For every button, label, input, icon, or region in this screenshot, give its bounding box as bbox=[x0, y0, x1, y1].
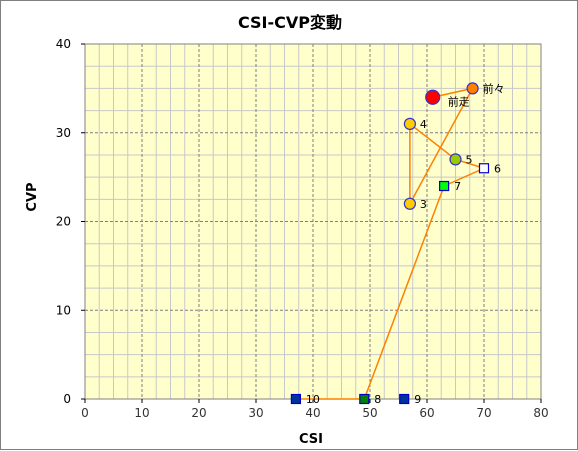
y-tick-label: 40 bbox=[56, 37, 71, 51]
x-tick-label: 70 bbox=[476, 406, 491, 420]
data-point bbox=[439, 180, 450, 192]
y-tick-label: 20 bbox=[56, 215, 71, 229]
data-point bbox=[359, 393, 370, 405]
data-point-label: 10 bbox=[306, 393, 320, 406]
data-point bbox=[290, 393, 301, 405]
data-point-label: 4 bbox=[420, 118, 427, 131]
data-point bbox=[403, 117, 416, 130]
data-point bbox=[449, 153, 462, 166]
data-point bbox=[478, 163, 490, 174]
data-point bbox=[425, 89, 441, 105]
x-axis-ticks: 0 10 20 30 40 50 60 70 80 bbox=[81, 399, 549, 420]
data-point-label: 6 bbox=[494, 162, 501, 175]
y-axis-label: CVP bbox=[25, 182, 40, 211]
data-point-label: 5 bbox=[466, 153, 473, 166]
y-axis-ticks: 0 10 20 30 40 bbox=[56, 37, 85, 406]
x-tick-label: 20 bbox=[191, 406, 206, 420]
data-point-label: 9 bbox=[414, 393, 421, 406]
x-axis-label: CSI bbox=[299, 432, 323, 447]
data-point bbox=[399, 393, 410, 405]
data-point-label: 7 bbox=[454, 180, 461, 193]
x-tick-label: 0 bbox=[81, 406, 89, 420]
data-point-label: 前々 bbox=[483, 81, 505, 95]
y-tick-label: 10 bbox=[56, 303, 71, 317]
x-tick-label: 10 bbox=[134, 406, 149, 420]
x-tick-label: 40 bbox=[305, 406, 320, 420]
data-point-label: 前走 bbox=[448, 94, 470, 108]
x-tick-label: 30 bbox=[248, 406, 263, 420]
x-tick-label: 80 bbox=[533, 406, 548, 420]
data-point-label: 8 bbox=[374, 393, 381, 406]
x-tick-label: 50 bbox=[362, 406, 377, 420]
series-points bbox=[290, 82, 490, 405]
data-point bbox=[403, 197, 416, 210]
data-point-label: 3 bbox=[420, 198, 427, 211]
y-tick-label: 30 bbox=[56, 126, 71, 140]
major-gridlines bbox=[85, 44, 541, 399]
data-point bbox=[466, 82, 479, 95]
y-tick-label: 0 bbox=[63, 392, 71, 406]
chart-title: CSI-CVP変動 bbox=[238, 13, 342, 32]
x-tick-label: 60 bbox=[419, 406, 434, 420]
